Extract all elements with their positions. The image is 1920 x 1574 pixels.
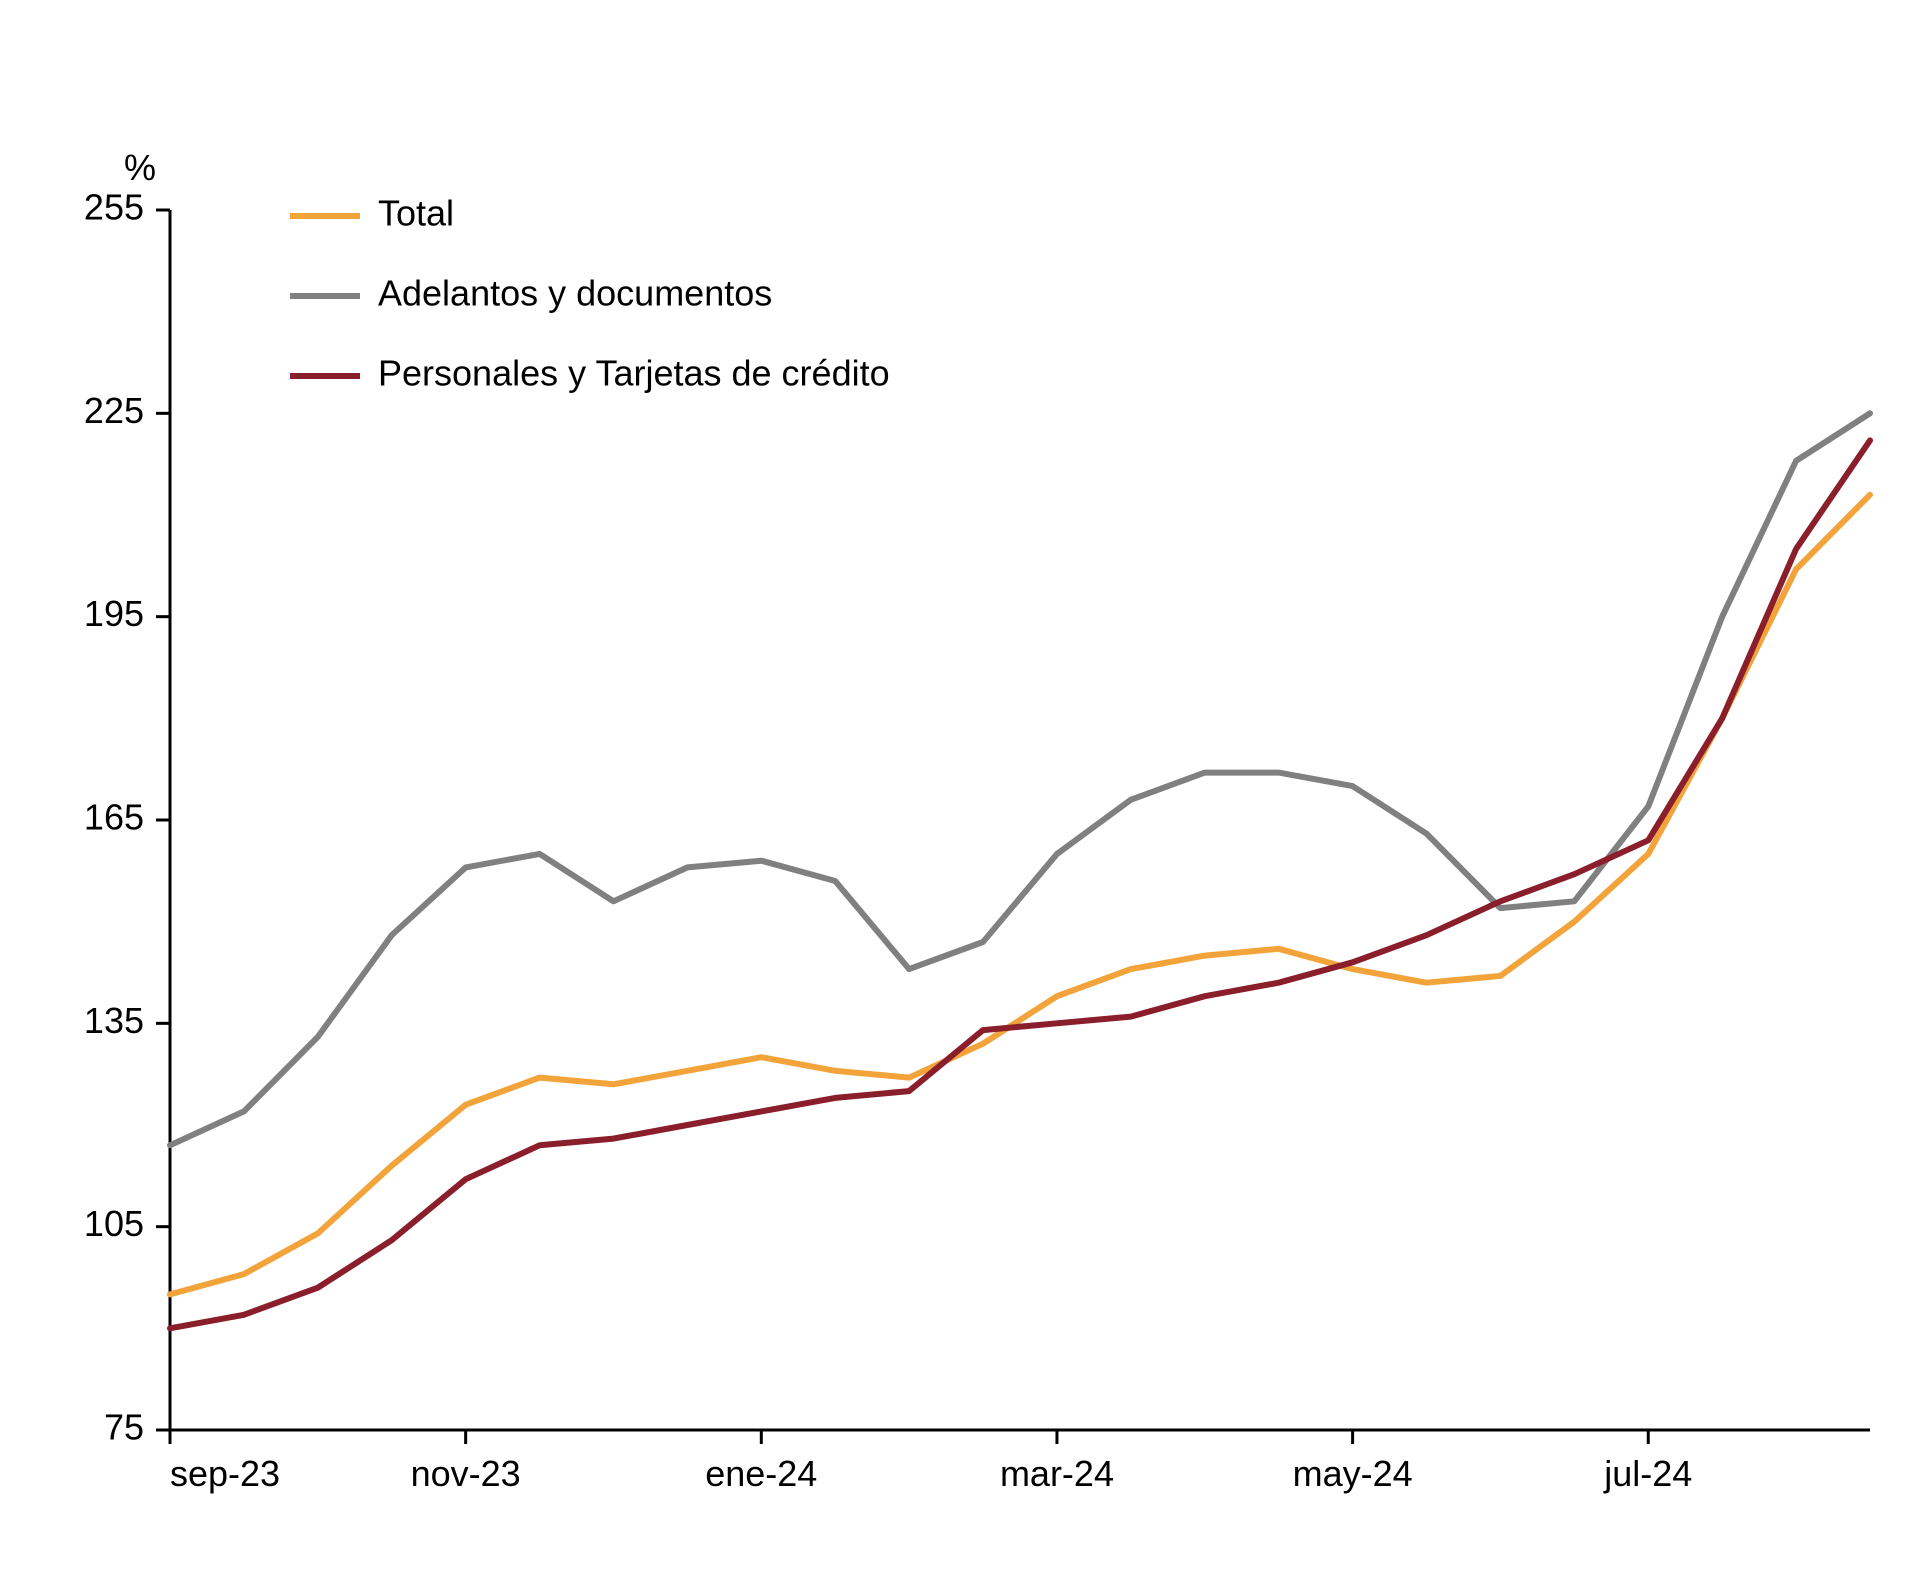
legend-label: Total <box>378 193 454 234</box>
x-tick-label: mar-24 <box>1000 1453 1114 1494</box>
y-tick-label: 165 <box>84 797 144 838</box>
x-tick-label: sep-23 <box>170 1453 280 1494</box>
x-tick-label: nov-23 <box>411 1453 521 1494</box>
x-tick-label: jul-24 <box>1603 1453 1692 1494</box>
y-tick-label: 75 <box>104 1407 144 1448</box>
x-tick-label: may-24 <box>1293 1453 1413 1494</box>
x-tick-label: ene-24 <box>705 1453 817 1494</box>
y-tick-label: 225 <box>84 390 144 431</box>
legend-label: Personales y Tarjetas de crédito <box>378 353 890 394</box>
chart-container: Préstamos en Pesos del Sector Privado (v… <box>0 0 1920 1574</box>
y-tick-label: 195 <box>84 593 144 634</box>
y-tick-label: 135 <box>84 1000 144 1041</box>
chart-svg: 75 105 135 165 195 225 255% sep-23 nov-23 ene-24 m… <box>0 0 1920 1574</box>
y-tick-label: 105 <box>84 1203 144 1244</box>
y-unit-label: % <box>124 147 156 188</box>
legend-label: Adelantos y documentos <box>378 273 772 314</box>
y-tick-label: 255 <box>84 187 144 228</box>
